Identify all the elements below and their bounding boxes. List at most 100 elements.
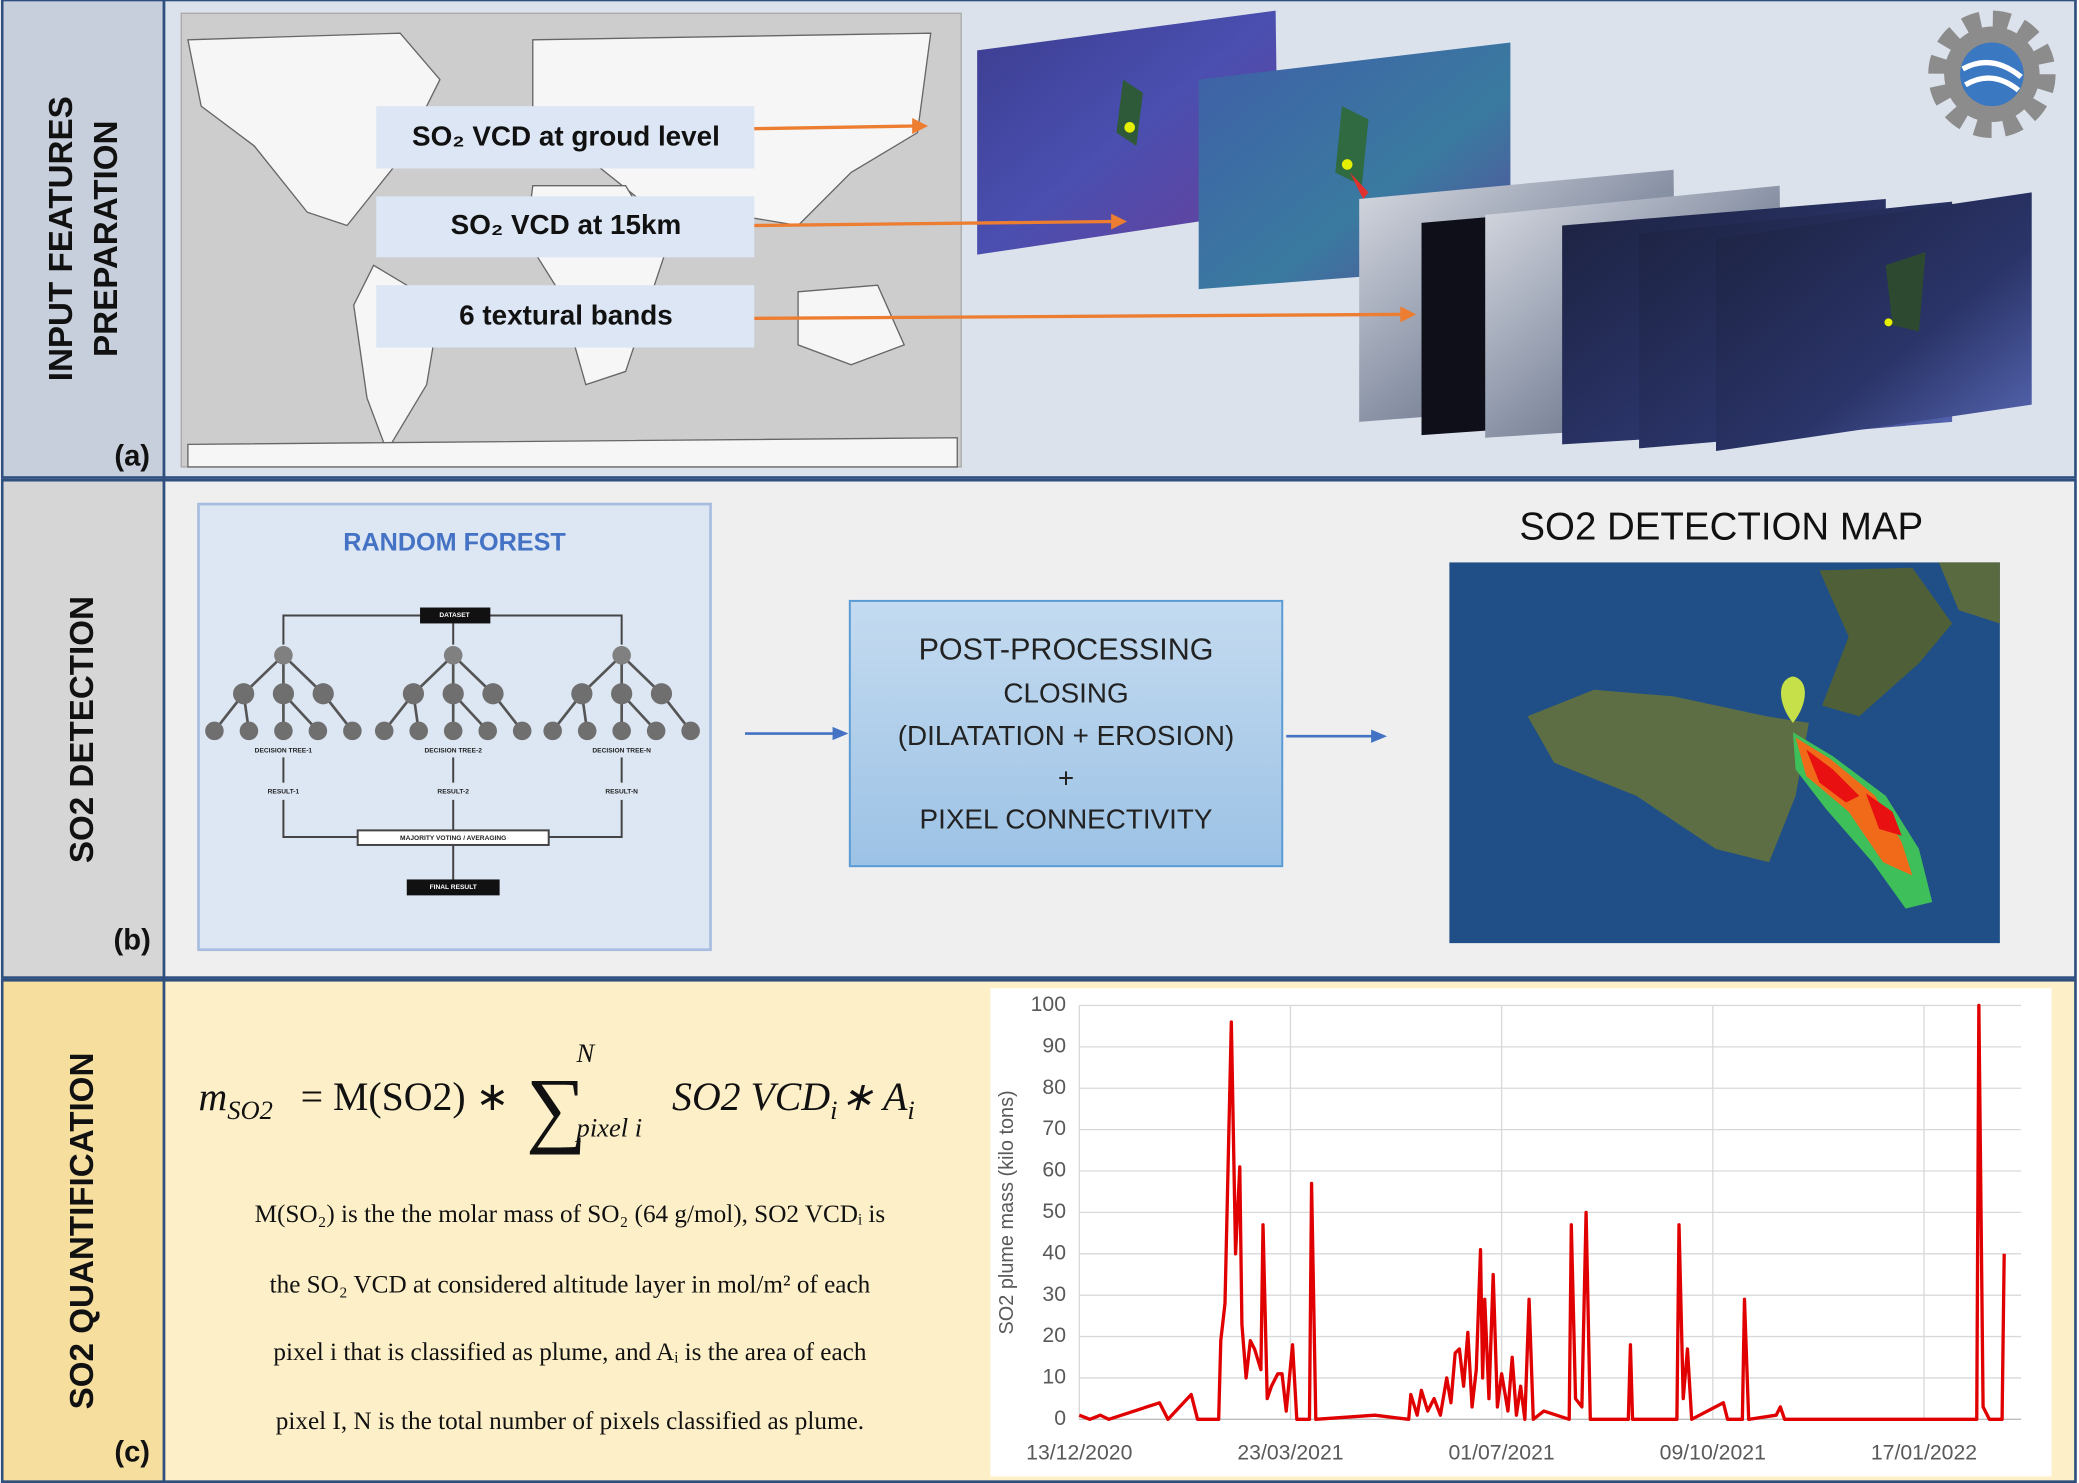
rf-result-label: RESULT-N (605, 789, 638, 796)
rf-tree-label: DECISION TREE-N (592, 748, 651, 755)
formula-part: mSO2 (199, 1075, 273, 1125)
feature-label: 6 textural bands (459, 299, 673, 330)
pp-title: POST-PROCESSING (919, 632, 1214, 666)
rf-tree-label: DECISION TREE-1 (255, 748, 313, 755)
map-title: SO2 DETECTION MAP (1519, 505, 1923, 548)
panel-title: INPUT FEATURES (43, 96, 80, 381)
x-tick-label: 01/07/2021 (1449, 1441, 1555, 1464)
tree-node (442, 683, 464, 705)
y-tick-label: 60 (1042, 1159, 1066, 1182)
shape (187, 32, 441, 227)
y-tick-label: 70 (1042, 1117, 1066, 1140)
tree-node (571, 683, 593, 705)
shape (1938, 562, 2000, 624)
tree-node (611, 683, 633, 705)
rf-title: RANDOM FOREST (343, 529, 566, 557)
rf-result-label: RESULT-2 (437, 789, 469, 796)
tree-node (612, 645, 631, 665)
formula-part: ∗ Ai (841, 1075, 915, 1125)
shape (1527, 689, 1809, 863)
tree-node (577, 721, 597, 741)
tree-node (482, 683, 504, 705)
shape (1928, 10, 2056, 138)
formula-part: pixel i (575, 1112, 643, 1142)
formula-part: = M(SO2) ∗ (301, 1075, 509, 1119)
x-tick-label: 23/03/2021 (1237, 1441, 1343, 1464)
y-tick-label: 20 (1042, 1324, 1066, 1347)
shape (282, 799, 358, 839)
data-line (1078, 1003, 2006, 1421)
formula-part: SO2 VCDi (672, 1075, 837, 1125)
rf-diagram (282, 607, 623, 645)
chart: 0 10 20 30 40 50 60 70 80 90 100 13/12/2020 23/03/20… (996, 993, 2022, 1464)
shape (420, 607, 491, 624)
rf-result-label: RESULT-1 (268, 789, 300, 796)
feature-boxes (376, 106, 755, 348)
shape (376, 196, 755, 258)
tree-node (233, 683, 255, 705)
formula: mSO2 = M(SO2) ∗ ∑ N pixel i SO2 VCDi ∗ A… (199, 1038, 915, 1155)
tree-node (409, 721, 428, 741)
shape (0, 478, 166, 979)
tree-node (478, 721, 497, 741)
shape (1116, 79, 1143, 146)
shape (0, 0, 166, 479)
flow-arrows (745, 726, 1388, 743)
satellite-images (977, 10, 2032, 452)
arrows (754, 118, 1417, 323)
tree-node (274, 721, 293, 741)
shape (1341, 159, 1353, 170)
shape (1885, 252, 1926, 332)
tree-node (443, 721, 463, 741)
panel-title: SO2 DETECTION (64, 596, 101, 863)
shape (1400, 306, 1417, 323)
rf-aggregation (282, 799, 623, 896)
tree-node (650, 683, 673, 705)
shape (1806, 749, 1860, 803)
y-tick-label: 100 (1031, 993, 1066, 1016)
shape (797, 284, 906, 366)
tree-node (543, 721, 562, 741)
shape (0, 978, 166, 1483)
x-tick-label: 13/12/2020 (1026, 1441, 1132, 1464)
feature-label: SO₂ VCD at 15km (451, 209, 682, 240)
shape (832, 726, 849, 741)
y-tick-label: 50 (1042, 1200, 1066, 1223)
shape (406, 879, 500, 896)
tree-node (308, 721, 328, 741)
shape (754, 124, 915, 131)
y-tick-label: 90 (1042, 1034, 1066, 1057)
tree-node (274, 645, 293, 665)
tree-node (374, 721, 394, 741)
description-line: pixel i that is classified as plume, and… (273, 1339, 866, 1366)
panel-title: PREPARATION (88, 121, 125, 357)
description-line: the SO₂ VCD at considered altitude layer… (270, 1271, 871, 1298)
panel-title: SO2 QUANTIFICATION (64, 1053, 101, 1410)
shape (1884, 318, 1893, 327)
tree-node (646, 721, 666, 741)
shape (912, 118, 929, 134)
chart-background (990, 988, 2052, 1477)
shape (376, 106, 755, 169)
pp-line: CLOSING (1003, 677, 1128, 708)
tree-node (312, 683, 334, 705)
shape (1781, 676, 1805, 723)
shape (1819, 567, 1953, 717)
tree-node (272, 683, 295, 705)
shape (1371, 729, 1388, 743)
shape (1111, 213, 1128, 230)
tree-node (612, 721, 631, 741)
panel-label: (a) (114, 440, 150, 472)
panel-label: (c) (114, 1437, 150, 1469)
post-processing-box (848, 599, 1284, 868)
pp-line: (DILATATION + EROSION) (898, 720, 1234, 751)
x-tick-label: 17/01/2022 (1871, 1441, 1977, 1464)
shape (1349, 172, 1369, 199)
detection-map (1449, 562, 2000, 944)
pp-line: + (1058, 762, 1074, 793)
rf-dataset: DATASET (439, 612, 469, 619)
tree-node (239, 721, 259, 741)
rf-trees: DECISION TREE-1 RESULT-1 DECISION TREE-2 RE… (205, 645, 700, 796)
y-tick-label: 30 (1042, 1283, 1066, 1306)
